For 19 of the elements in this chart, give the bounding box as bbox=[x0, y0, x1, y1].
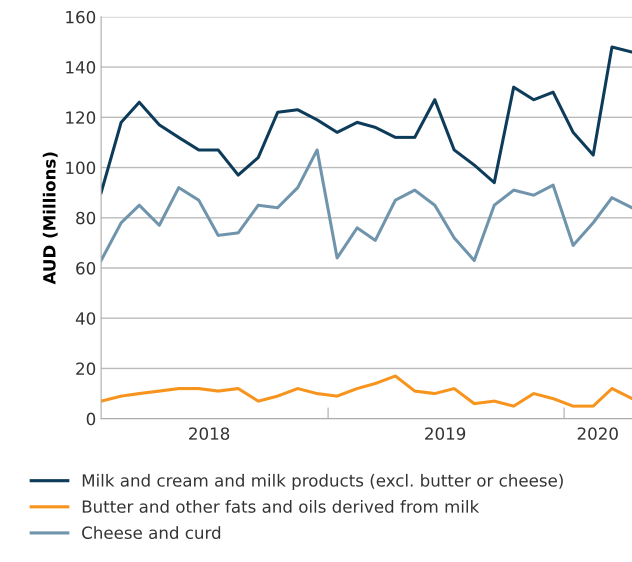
y-axis-title: AUD (Millions) bbox=[42, 152, 58, 284]
legend-label: Cheese and curd bbox=[82, 526, 220, 540]
y-tick-label: 60 bbox=[76, 262, 96, 275]
y-tick-label: 160 bbox=[66, 10, 96, 24]
y-tick-label: 80 bbox=[76, 212, 96, 224]
x-tick-label: 2018 bbox=[189, 427, 230, 440]
y-tick-label: 140 bbox=[66, 61, 96, 74]
x-tick-label: 2019 bbox=[425, 427, 466, 440]
y-tick-label: 40 bbox=[76, 312, 96, 325]
y-tick-label: 0 bbox=[86, 412, 96, 426]
line-series bbox=[101, 45, 632, 194]
y-tick-label: 100 bbox=[66, 162, 96, 174]
x-tick-label: 2020 bbox=[578, 427, 618, 440]
line-series bbox=[101, 374, 632, 408]
y-tick-label: 120 bbox=[66, 111, 96, 124]
legend-label: Butter and other fats and oils derived from milk bbox=[82, 500, 480, 513]
y-tick-label: 20 bbox=[76, 362, 96, 376]
line-series bbox=[101, 148, 632, 262]
legend-label: Milk and cream and milk products (excl. butter or cheese) bbox=[82, 474, 563, 490]
